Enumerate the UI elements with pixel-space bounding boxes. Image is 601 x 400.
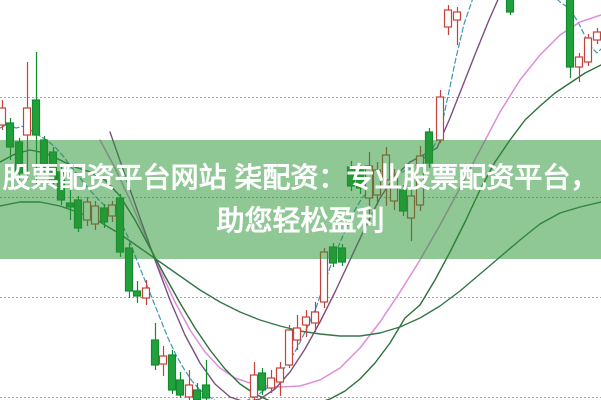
candle-body-down bbox=[31, 99, 41, 136]
ma-magenta bbox=[99, 14, 601, 388]
candle-body-up bbox=[452, 11, 462, 21]
candle-body-up bbox=[310, 311, 320, 324]
candle-body-down bbox=[150, 339, 160, 366]
candle-body-down bbox=[257, 372, 267, 391]
banner-title-line-2: 助您轻松盈利 bbox=[216, 205, 385, 236]
banner-title-line-1: 股票配资平台网站 柒配资：专业股票配资平台， bbox=[2, 162, 599, 193]
candle-body-up bbox=[592, 31, 601, 41]
candle-body-up bbox=[0, 107, 7, 126]
candle-body-up bbox=[583, 37, 593, 63]
candle-body-down bbox=[167, 354, 177, 391]
candle-body-down bbox=[201, 384, 211, 399]
candle-body-up bbox=[184, 384, 194, 398]
candle-body-up bbox=[22, 107, 32, 136]
candle-body-up bbox=[574, 56, 584, 68]
candle-body-up bbox=[301, 316, 311, 326]
candle-body-up bbox=[158, 355, 168, 365]
candle-body-up bbox=[319, 251, 329, 303]
candle-body-down bbox=[175, 379, 185, 396]
candle-body-up bbox=[292, 327, 302, 341]
candle-body-down bbox=[132, 290, 142, 297]
candle-body-up bbox=[266, 377, 276, 389]
promo-banner-overlay: 股票配资平台网站 柒配资：专业股票配资平台， 助您轻松盈利 bbox=[0, 140, 601, 259]
candle-body-up bbox=[141, 287, 151, 299]
candle-body-up bbox=[443, 9, 453, 28]
candle-body-up bbox=[249, 374, 259, 398]
candle-body-down bbox=[505, 0, 515, 13]
candle-body-up bbox=[275, 367, 285, 383]
candle-body-up bbox=[284, 329, 294, 366]
candle-body-down bbox=[192, 389, 202, 400]
candle-body-up bbox=[435, 96, 445, 141]
candle-body-down bbox=[565, 0, 575, 68]
